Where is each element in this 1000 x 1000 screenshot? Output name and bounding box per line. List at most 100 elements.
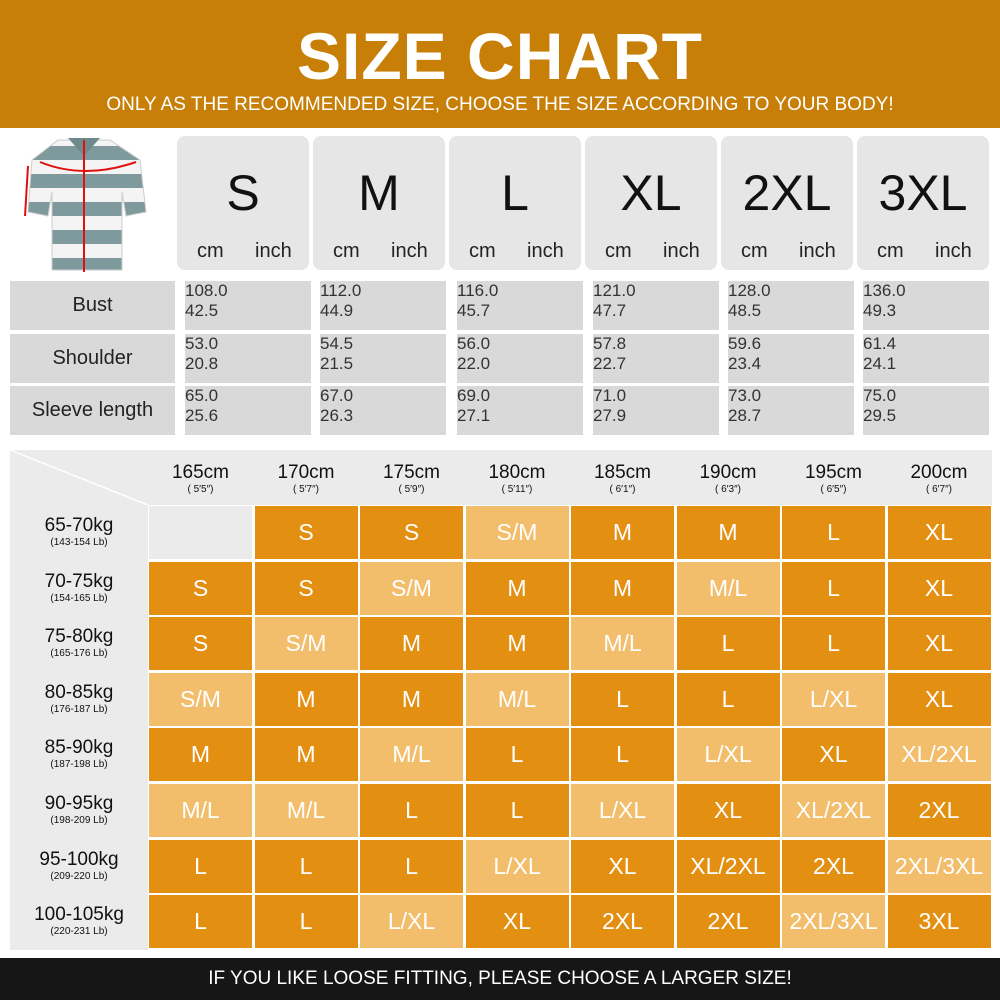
size-cell: XL	[887, 672, 991, 726]
inch-value: 47.7	[593, 301, 627, 320]
unit-cm-label: cm	[197, 240, 224, 262]
size-cell: L	[254, 895, 358, 949]
cm-value: 61.4	[863, 334, 897, 353]
weight-lb: (209-220 Lb)	[50, 870, 108, 882]
size-cell: 2XL	[571, 895, 674, 949]
size-label: 2XL	[742, 165, 832, 221]
unit-cm-label: cm	[605, 240, 632, 262]
size-cell: 2XL	[887, 784, 991, 837]
height-header: 195cm( 6′5″)	[781, 462, 886, 495]
size-cell: XL	[887, 561, 991, 615]
size-cell: S	[254, 561, 358, 615]
size-cell: L	[465, 728, 569, 782]
cm-value: 108.0	[185, 281, 228, 300]
weight-lb: (165-176 Lb)	[50, 648, 108, 660]
size-cell: S/M	[465, 506, 569, 559]
height-cm: 185cm	[593, 462, 652, 483]
weight-kg: 80-85kg	[44, 681, 114, 703]
size-cell: 3XL	[887, 895, 991, 949]
height-header: 165cm( 5′5″)	[148, 462, 253, 495]
measurement-cell: 121.0 47.7	[593, 281, 719, 330]
size-cell: M	[254, 672, 358, 726]
size-cell: XL	[887, 506, 991, 559]
weight-header: 100-105kg (220-231 Lb)	[10, 904, 148, 937]
measurement-cell: 136.0 49.3	[863, 281, 989, 330]
weight-lb: (220-231 Lb)	[50, 926, 108, 938]
size-cell: S	[149, 617, 252, 671]
measurement-cell: 54.5 21.5	[320, 334, 446, 383]
size-card: XL cm inch	[585, 136, 717, 270]
weight-header: 70-75kg (154-165 Lb)	[10, 571, 148, 604]
size-cell: L	[360, 839, 463, 893]
unit-cm-label: cm	[741, 240, 768, 262]
measurement-cell: 73.0 28.7	[728, 386, 854, 435]
inch-value: 29.5	[863, 406, 897, 425]
weight-lb: (154-165 Lb)	[50, 592, 108, 604]
cm-value: 57.8	[593, 334, 627, 353]
size-cell	[149, 506, 252, 559]
inch-value: 49.3	[863, 301, 897, 320]
size-cell: M/L	[676, 561, 780, 615]
height-ft: ( 6′1″)	[609, 484, 636, 495]
inch-value: 27.9	[593, 406, 627, 425]
size-cell: S	[149, 561, 252, 615]
unit-inch-label: inch	[391, 240, 428, 262]
weight-header: 65-70kg (143-154 Lb)	[10, 515, 148, 548]
size-label: 3XL	[878, 165, 968, 221]
weight-lb: (187-198 Lb)	[50, 759, 108, 771]
size-cell: M/L	[571, 617, 674, 671]
measurement-cell: 56.0 22.0	[457, 334, 583, 383]
height-cm: 190cm	[699, 462, 757, 483]
size-cell: M	[465, 561, 569, 615]
measurement-cell: 128.0 48.5	[728, 281, 854, 330]
weight-kg: 65-70kg	[44, 515, 114, 536]
weight-kg: 100-105kg	[34, 904, 124, 926]
cm-value: 67.0	[320, 386, 354, 405]
inch-value: 24.1	[863, 354, 897, 373]
measurement-label: Shoulder	[10, 334, 175, 383]
header-banner: SIZE CHART ONLY AS THE RECOMMENDED SIZE,…	[0, 0, 1000, 128]
cm-value: 69.0	[457, 386, 491, 405]
size-cell: M	[254, 728, 358, 782]
measurement-cell: 108.0 42.5	[185, 281, 311, 330]
size-cell: L	[676, 672, 780, 726]
size-cell: L/XL	[782, 672, 885, 726]
measurement-cell: 57.8 22.7	[593, 334, 719, 383]
size-cell: M/L	[149, 784, 252, 837]
inch-value: 26.3	[320, 406, 354, 425]
size-cell: XL	[465, 895, 569, 949]
size-cell: S	[360, 506, 463, 559]
size-label: L	[501, 165, 529, 221]
size-label: S	[226, 165, 260, 221]
page-subtitle: ONLY AS THE RECOMMENDED SIZE, CHOOSE THE…	[106, 94, 894, 115]
height-header: 180cm( 5′11″)	[465, 462, 570, 495]
measurement-cell: 53.0 20.8	[185, 334, 311, 383]
size-cell: L/XL	[571, 784, 674, 837]
size-cell: M/L	[254, 784, 358, 837]
size-cell: L	[254, 839, 358, 893]
unit-cm-label: cm	[333, 240, 360, 262]
size-cell: XL	[676, 784, 780, 837]
inch-value: 22.0	[457, 354, 491, 373]
cm-value: 53.0	[185, 334, 219, 353]
size-cell: L	[360, 784, 463, 837]
inch-value: 23.4	[728, 354, 762, 373]
size-grid-header	[10, 450, 992, 505]
measurement-cell: 61.4 24.1	[863, 334, 989, 383]
size-cell: M	[676, 506, 780, 559]
measurement-cell: 75.0 29.5	[863, 386, 989, 435]
measurement-cell: 112.0 44.9	[320, 281, 446, 330]
height-ft: ( 5′5″)	[187, 484, 214, 495]
size-card: 2XL cm inch	[721, 136, 853, 270]
size-cell: M/L	[465, 672, 569, 726]
size-cell: XL/2XL	[887, 728, 991, 782]
size-cell: S/M	[360, 561, 463, 615]
size-cell: L	[149, 895, 252, 949]
height-ft: ( 6′7″)	[926, 484, 952, 495]
page-title: SIZE CHART	[297, 19, 703, 93]
height-cm: 175cm	[382, 462, 441, 483]
inch-value: 25.6	[185, 406, 219, 425]
inch-value: 27.1	[457, 406, 491, 425]
height-cm: 165cm	[171, 462, 230, 483]
